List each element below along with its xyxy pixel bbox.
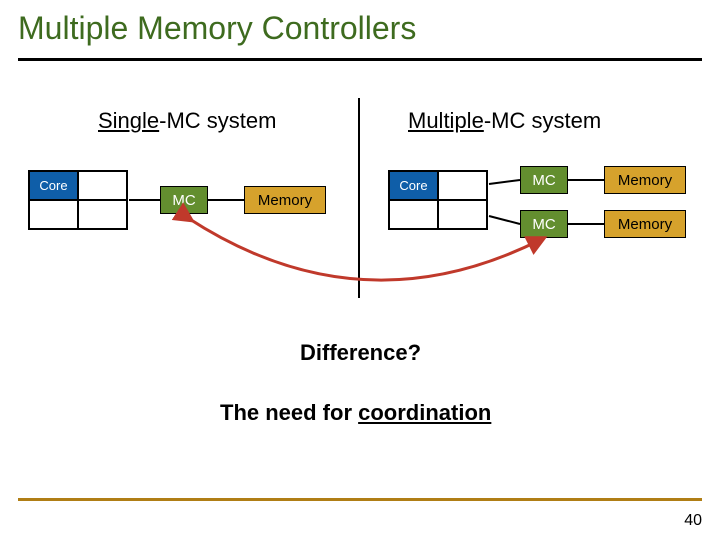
coordination-text: The need for coordination (220, 400, 491, 426)
left-core-grid: Core (28, 170, 128, 230)
right-mc-box-2: MC (520, 210, 568, 238)
connectors-svg (0, 0, 720, 540)
core-cell-empty (29, 200, 78, 229)
core-cell-empty (78, 200, 127, 229)
core-cell: Core (389, 171, 438, 200)
title-rule (18, 58, 702, 61)
slide: Multiple Memory Controllers Single-MC sy… (0, 0, 720, 540)
core-cell: Core (29, 171, 78, 200)
left-mc-box: MC (160, 186, 208, 214)
vertical-divider (358, 98, 360, 298)
core-cell-empty (389, 200, 438, 229)
core-cell-empty (438, 200, 487, 229)
bottom-rule (18, 498, 702, 501)
core-cell-empty (438, 171, 487, 200)
right-core-grid: Core (388, 170, 488, 230)
left-memory-box: Memory (244, 186, 326, 214)
difference-text: Difference? (300, 340, 421, 366)
core-cell-empty (78, 171, 127, 200)
slide-title: Multiple Memory Controllers (18, 10, 416, 47)
subheading-multiple: Multiple-MC system (408, 108, 601, 134)
right-mc-box-1: MC (520, 166, 568, 194)
right-memory-box-1: Memory (604, 166, 686, 194)
subheading-single: Single-MC system (98, 108, 276, 134)
right-memory-box-2: Memory (604, 210, 686, 238)
page-number: 40 (684, 512, 702, 530)
